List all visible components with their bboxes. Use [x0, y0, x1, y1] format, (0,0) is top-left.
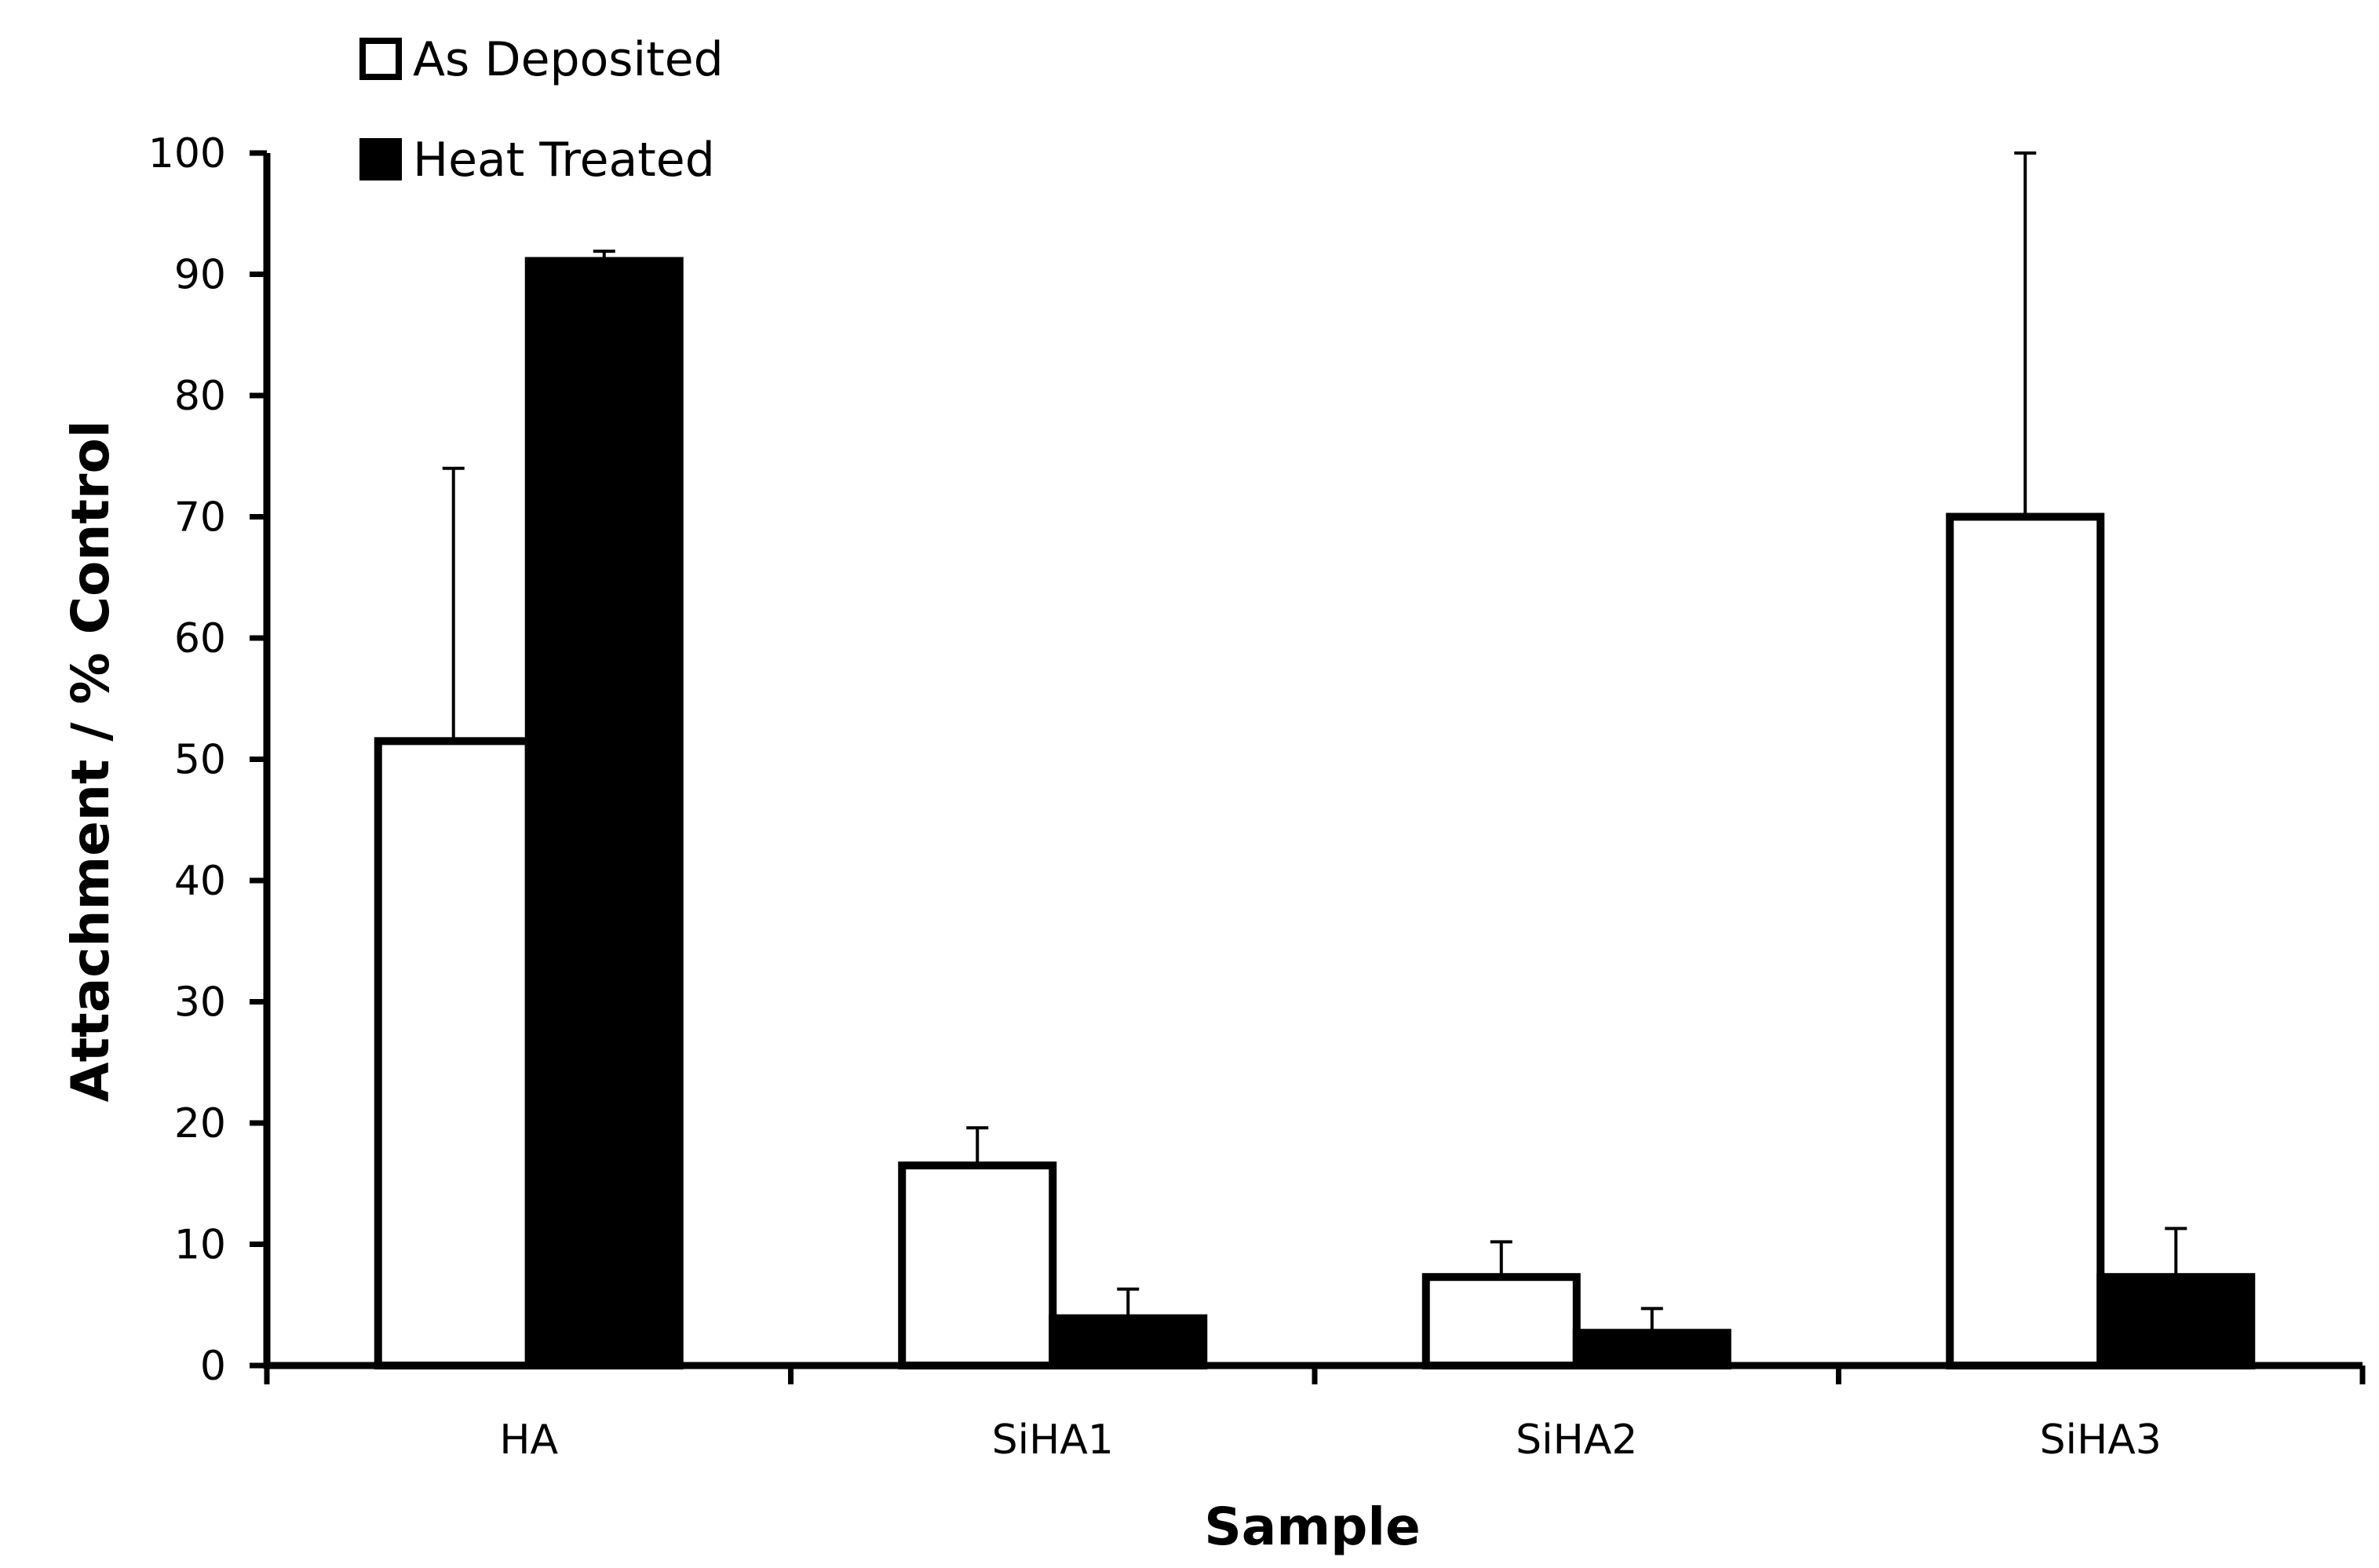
bar-as-deposited-siha1 — [898, 1161, 1057, 1369]
bar-as-deposited-siha3 — [1946, 512, 2105, 1369]
y-tick-label: 0 — [200, 1343, 226, 1390]
bar-heat-treated-siha1 — [1049, 1314, 1208, 1369]
legend-label-as-deposited: As Deposited — [413, 32, 724, 87]
y-tick-label: 50 — [174, 737, 226, 784]
y-tick-label: 30 — [174, 979, 226, 1026]
x-tick-label-ha: HA — [499, 1417, 558, 1464]
plot-area — [374, 151, 2256, 1370]
y-tick-label: 90 — [174, 252, 226, 299]
error-bars — [442, 151, 2187, 1333]
bar-as-deposited-ha — [374, 737, 533, 1369]
y-tick-label: 40 — [174, 858, 226, 905]
x-tick-label-siha2: SiHA2 — [1516, 1417, 1637, 1464]
x-axis-title: Sample — [1204, 1497, 1420, 1557]
bar-heat-treated-siha2 — [1572, 1329, 1731, 1370]
y-tick-label: 20 — [174, 1100, 226, 1147]
y-tick-label: 70 — [174, 494, 226, 542]
legend-swatch-as-deposited — [359, 38, 402, 80]
legend-swatch-heat-treated — [359, 138, 402, 181]
x-tick-label-siha3: SiHA3 — [2040, 1417, 2162, 1464]
y-tick-label: 100 — [148, 130, 226, 177]
y-axis: 0 10 20 30 40 50 60 70 80 90 100 — [148, 130, 271, 1390]
legend: As Deposited Heat Treated — [359, 32, 724, 188]
legend-label-heat-treated: Heat Treated — [413, 133, 715, 188]
x-axis: HA SiHA1 SiHA2 SiHA3 — [264, 1362, 2366, 1464]
bars — [374, 257, 2256, 1370]
bar-heat-treated-ha — [524, 257, 684, 1369]
y-tick-label: 80 — [174, 373, 226, 420]
x-tick-label-siha1: SiHA1 — [992, 1417, 1114, 1464]
y-tick-label: 10 — [174, 1222, 226, 1269]
y-axis-title: Attachment / % Control — [60, 421, 121, 1103]
bar-heat-treated-siha3 — [2096, 1273, 2256, 1369]
y-tick-label: 60 — [174, 615, 226, 662]
bar-as-deposited-siha2 — [1421, 1273, 1581, 1369]
